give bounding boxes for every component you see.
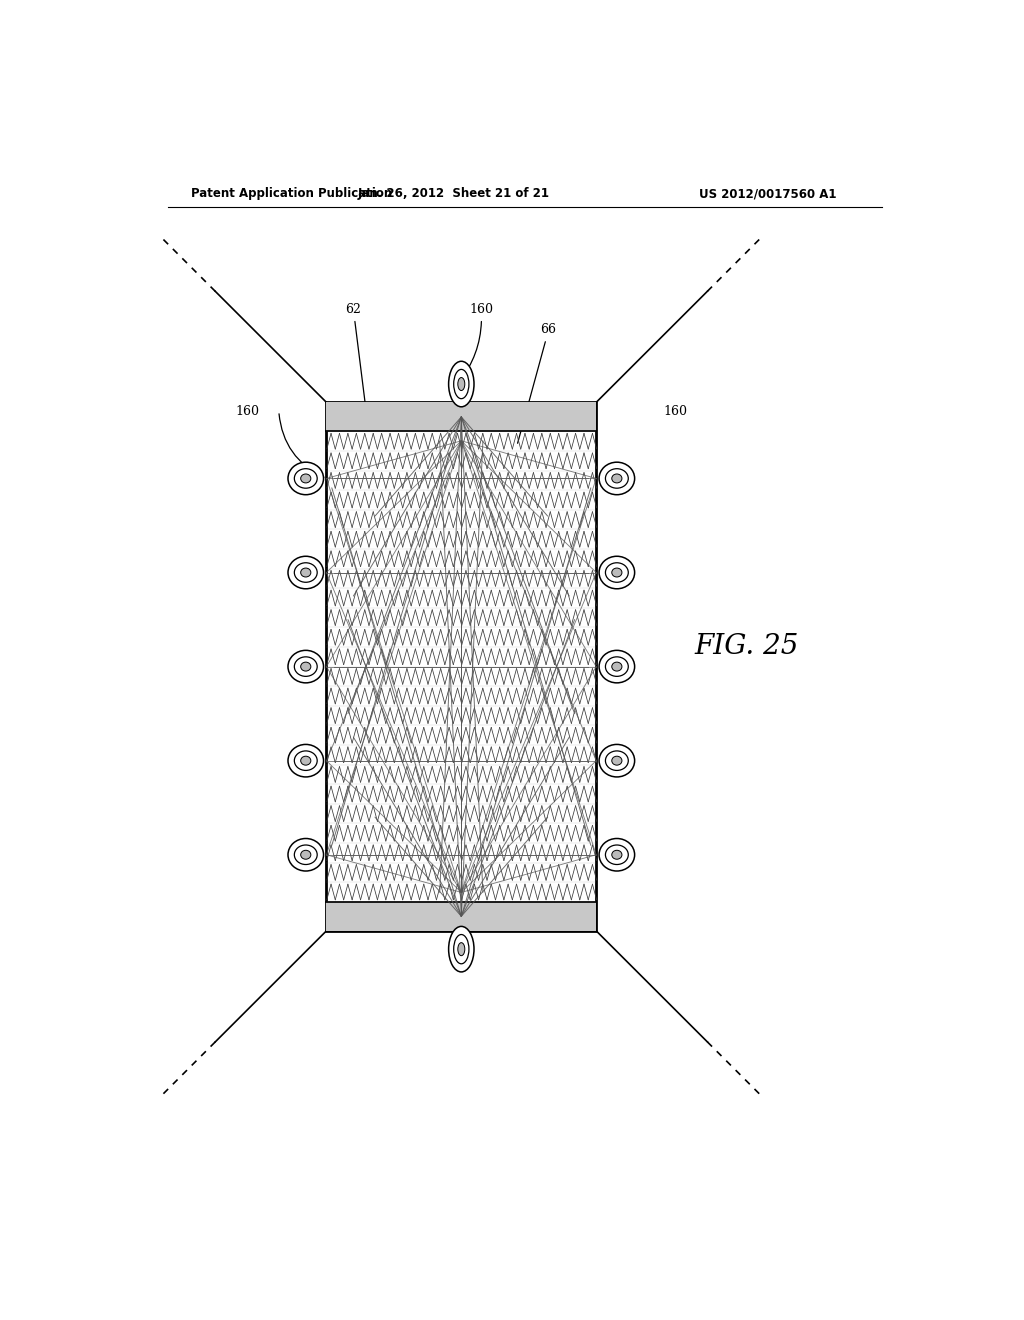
Ellipse shape <box>294 469 317 488</box>
Ellipse shape <box>301 568 311 577</box>
Ellipse shape <box>605 469 629 488</box>
Ellipse shape <box>288 556 324 589</box>
Ellipse shape <box>301 756 311 766</box>
Ellipse shape <box>288 462 324 495</box>
Ellipse shape <box>294 845 317 865</box>
Ellipse shape <box>301 850 311 859</box>
Ellipse shape <box>605 657 629 676</box>
Text: 66: 66 <box>517 323 557 444</box>
Text: FIG. 25: FIG. 25 <box>695 632 799 660</box>
Ellipse shape <box>301 663 311 671</box>
Ellipse shape <box>611 663 622 671</box>
Ellipse shape <box>288 838 324 871</box>
Ellipse shape <box>294 657 317 676</box>
Ellipse shape <box>599 744 635 777</box>
Text: 160: 160 <box>459 304 494 381</box>
Text: Jan. 26, 2012  Sheet 21 of 21: Jan. 26, 2012 Sheet 21 of 21 <box>357 187 549 201</box>
Text: US 2012/0017560 A1: US 2012/0017560 A1 <box>699 187 837 201</box>
Ellipse shape <box>599 838 635 871</box>
Bar <box>327 403 596 931</box>
Ellipse shape <box>611 756 622 766</box>
Ellipse shape <box>449 927 474 972</box>
Text: 62: 62 <box>345 304 367 414</box>
Ellipse shape <box>605 845 629 865</box>
Text: 160: 160 <box>234 404 259 417</box>
Ellipse shape <box>611 850 622 859</box>
Ellipse shape <box>611 474 622 483</box>
Ellipse shape <box>294 562 317 582</box>
Ellipse shape <box>454 935 469 964</box>
Ellipse shape <box>599 556 635 589</box>
Ellipse shape <box>605 751 629 771</box>
Bar <box>327 902 596 931</box>
Ellipse shape <box>454 370 469 399</box>
Ellipse shape <box>599 462 635 495</box>
Ellipse shape <box>611 568 622 577</box>
Ellipse shape <box>599 651 635 682</box>
Text: 160: 160 <box>664 404 688 417</box>
Ellipse shape <box>458 942 465 956</box>
Ellipse shape <box>605 562 629 582</box>
Ellipse shape <box>458 378 465 391</box>
Text: Patent Application Publication: Patent Application Publication <box>191 187 393 201</box>
Bar <box>327 403 596 432</box>
Ellipse shape <box>449 362 474 407</box>
Ellipse shape <box>294 751 317 771</box>
Ellipse shape <box>288 744 324 777</box>
Ellipse shape <box>301 474 311 483</box>
Ellipse shape <box>288 651 324 682</box>
